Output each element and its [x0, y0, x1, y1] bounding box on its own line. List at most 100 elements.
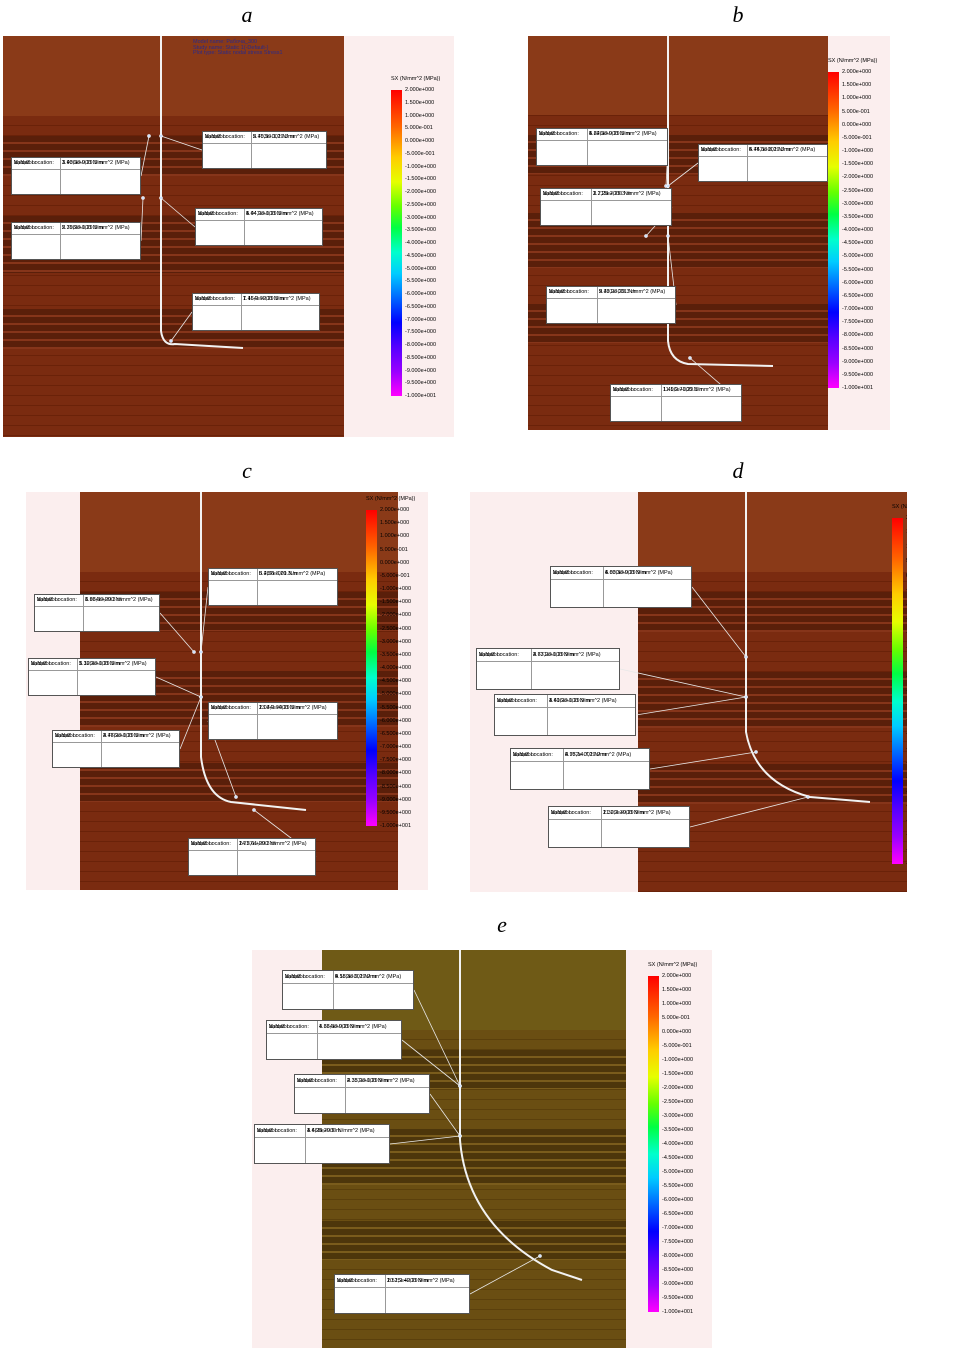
panel-e: SX (N/mm^2 (MPa)) 2.000e+000 1.500e+000 1.0… [252, 950, 712, 1348]
probe-box-5: Location: 5 X, Y, Z Location: 4.55,38.9,29.… [282, 970, 414, 1010]
scale-tick-label: -1.000e+000 [842, 148, 874, 154]
probe-field-label: Location: [701, 147, 724, 154]
probe-box-1: Location: 1 X, Y, Z Location: 20.2,2.42,29.… [334, 1274, 470, 1314]
probe-field-value: 4 [749, 147, 753, 154]
probe-field-value: 6.95,14.7,29.9 m [565, 752, 607, 759]
scale-tick-label: -5.000e-001 [842, 134, 872, 141]
probe-field-value: 5.703e-001 N/mm^2 (MPa) [253, 134, 320, 141]
probe-column-divider [60, 223, 61, 259]
scale-tick-label: 1.000e+000 [662, 1001, 692, 1007]
scale-tick-label: -4.500e+000 [662, 1155, 694, 1161]
probe-field-label: X, Y, Z Location: [497, 698, 537, 705]
probe-field-label: Location: [257, 1127, 280, 1134]
scale-tick-label: -9.000e+000 [380, 796, 412, 803]
probe-column-divider [563, 749, 564, 789]
probe-box-3: Location: 3 X, Y, Z Location: 3.43,38.9,29.… [11, 157, 141, 195]
probe-field-value: 2.034e+000 N/mm^2 (MPa) [259, 705, 327, 712]
scale-tick-label: 2.000e+000 [906, 515, 907, 521]
scale-tick-label: -7.000e+000 [842, 306, 874, 312]
scale-tick-label: -1.500e+000 [662, 1071, 694, 1077]
probe-field-value: 2 [347, 1077, 351, 1084]
panel-a: Model name: Рабоча_300 Study name: Static… [3, 36, 454, 437]
scale-tick-label: -5.000e+000 [380, 691, 412, 698]
scale-tick-label: -3.000e+000 [662, 1113, 694, 1119]
scale-gradient-bar [892, 518, 903, 864]
probe-column-divider [597, 287, 598, 323]
scale-tick-label: -6.000e+000 [906, 746, 907, 752]
scale-tick-label: -1.000e+001 [906, 861, 907, 867]
probe-field-label: Location: [285, 973, 308, 980]
scale-tick-label: -6.500e+000 [405, 303, 437, 310]
probe-field-label: X, Y, Z Location: [549, 289, 589, 296]
probe-field-value: 7.46,2.92,29.3 m [243, 296, 285, 303]
probe-field-value: 2.715e+000 N/mm^2 (MPa) [593, 191, 661, 198]
scale-tick-label: -6.500e+000 [380, 730, 412, 737]
scale-tick-label: -5.000e+000 [842, 253, 874, 260]
probe-field-value: 5.45,39.1,29.3 m [253, 134, 295, 141]
probe-field-label: Value: [479, 652, 495, 659]
probe-value-row: Value: 2.357e+000 N/mm^2 (MPa) [295, 1075, 429, 1088]
probe-field-label: Location: [211, 705, 234, 712]
probe-field-value: 3.43,38.9,29.3 m [62, 160, 104, 167]
probe-field-label: X, Y, Z Location: [701, 147, 741, 154]
scale-tick-label: -8.500e+000 [405, 354, 437, 361]
probe-value-row: Value: 1.664e+000 N/mm^2 (MPa) [267, 1021, 401, 1034]
probe-field-value: 4.61,28.1,29.9 m [549, 698, 591, 705]
probe-field-label: Value: [269, 1023, 285, 1030]
field-upper-zone [528, 36, 828, 115]
color-scale: SX (N/mm^2 (MPa)) 2.000e+000 1.500e+000 1.0… [648, 962, 710, 1322]
probe-field-label: X, Y, Z Location: [14, 225, 54, 232]
scale-tick-label: 5.000e-001 [380, 546, 408, 553]
scale-tick-label: -6.000e+000 [405, 291, 437, 297]
probe-value-row: Value: 1.309e+000 N/mm^2 (MPa) [549, 807, 689, 821]
probe-value-row: Value: 1.515e+000 N/mm^2 (MPa) [335, 1275, 469, 1288]
scale-tick-label: -8.500e+000 [906, 818, 907, 824]
probe-field-label: Location: [55, 733, 78, 740]
probe-field-label: Value: [553, 570, 569, 577]
scale-tick-label: -6.500e+000 [906, 760, 907, 766]
scale-tick-label: -4.000e+000 [662, 1141, 694, 1147]
scale-title: SX (N/mm^2 (MPa)) [366, 496, 416, 502]
probe-field-label: Value: [211, 571, 227, 578]
scale-tick-label: 1.500e+000 [380, 520, 410, 527]
field-upper-zone [638, 492, 907, 572]
probe-column-divider [317, 1021, 318, 1059]
probe-field-value: 2 [253, 134, 257, 141]
probe-field-label: Value: [195, 296, 211, 303]
layer-band [322, 1220, 626, 1261]
probe-field-value: 3 [79, 661, 83, 668]
scale-tick-label: 0.000e+000 [380, 559, 410, 566]
probe-box-3: Location: 3 X, Y, Z Location: 4.61,28.1,29.… [494, 694, 636, 736]
probe-field-label: X, Y, Z Location: [613, 387, 653, 394]
probe-field-label: Value: [211, 705, 227, 712]
probe-column-divider [601, 807, 602, 847]
scale-gradient-bar [828, 72, 839, 388]
scale-tick-label: -9.000e+000 [662, 1281, 694, 1287]
probe-field-value: 4.22,38.9,29.3 m [589, 131, 631, 138]
probe-field-value: 1.664e+000 N/mm^2 (MPa) [319, 1023, 387, 1030]
probe-field-value: 6 [85, 597, 89, 604]
probe-value-row: Value: 2.715e+000 N/mm^2 (MPa) [541, 189, 671, 201]
panel-b: SX (N/mm^2 (MPa)) 2.000e+000 1.500e+000 1.0… [528, 36, 890, 430]
probe-field-value: 1.154e+000 N/mm^2 (MPa) [243, 296, 311, 303]
scale-tick-label: 5.000e-001 [662, 1015, 690, 1021]
probe-value-row: Value: 2.776e+000 N/mm^2 (MPa) [53, 731, 179, 743]
scale-tick-label: 0.000e+000 [662, 1029, 692, 1035]
probe-field-value: 1 [387, 1277, 391, 1284]
probe-value-row: Value: 9.391e-001 N/mm^2 (MPa) [547, 287, 675, 299]
color-scale: SX (N/mm^2 (MPa)) 2.000e+000 1.500e+000 1.0… [366, 496, 426, 836]
probe-field-label: Location: [205, 134, 228, 141]
scale-tick-label: 0.000e+000 [842, 121, 872, 128]
probe-field-value: 1.906e+000 N/mm^2 (MPa) [62, 160, 130, 167]
probe-column-divider [257, 569, 258, 605]
probe-box-2: Location: 2 X, Y, Z Location: 4.33,28.1,29.… [294, 1074, 430, 1114]
scale-tick-label: -7.500e+000 [405, 329, 437, 336]
scale-tick-label: -1.000e+001 [842, 385, 874, 391]
probe-box-3: Location: 3 X, Y, Z Location: 5.39,28.1,29.… [28, 658, 156, 696]
probe-field-label: Value: [31, 661, 47, 668]
probe-field-value: 4 [103, 733, 107, 740]
probe-value-row: Value: 1.800e+000 N/mm^2 (MPa) [551, 567, 691, 581]
field-upper-zone [80, 492, 398, 572]
probe-field-label: Location: [297, 1077, 320, 1084]
probe-field-value: 1.2,28.2,29.3 m [593, 191, 632, 198]
